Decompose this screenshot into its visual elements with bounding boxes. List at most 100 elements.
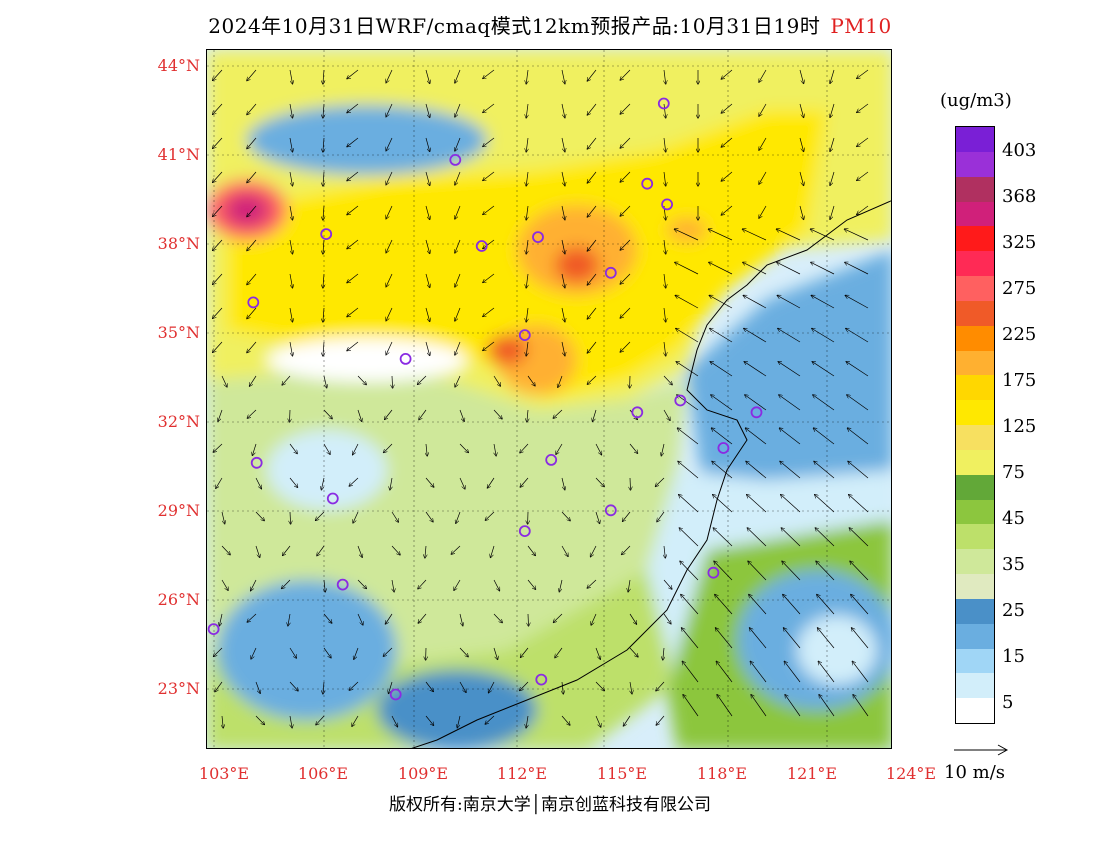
wind-arrow (289, 205, 293, 220)
wind-arrow (483, 341, 495, 351)
colorbar-label: 25 (1002, 600, 1025, 621)
wind-arrow (595, 511, 600, 524)
wind-arrow (385, 409, 393, 419)
wind-arrow (289, 103, 293, 118)
wind-arrow (664, 137, 666, 152)
wind-arrow (526, 171, 528, 186)
city-marker (336, 578, 349, 591)
wind-arrow (347, 273, 359, 283)
wind-arrow (216, 477, 223, 488)
wind-arrow (664, 341, 666, 356)
wind-arrow (750, 661, 767, 683)
wind-arrow (483, 307, 495, 317)
wind-arrow (419, 409, 427, 420)
wind-arrow (845, 295, 869, 309)
city-marker (320, 228, 333, 241)
wind-arrow (323, 205, 324, 220)
wind-arrow (455, 171, 461, 185)
wind-arrow (814, 461, 835, 479)
wind-arrow (247, 273, 257, 285)
wind-arrow (425, 307, 430, 322)
wind-arrow (219, 613, 223, 626)
city-marker (389, 688, 402, 701)
colorbar-label: 75 (1002, 462, 1025, 483)
wind-arrow (713, 528, 733, 547)
wind-arrow (587, 273, 597, 285)
wind-arrow (485, 715, 495, 724)
wind-arrow (561, 273, 565, 288)
wind-arrow (853, 695, 869, 717)
wind-arrow (799, 69, 804, 84)
city-marker (250, 456, 263, 469)
wind-arrow (386, 103, 393, 117)
wind-arrow (710, 329, 733, 343)
wind-arrow (711, 395, 733, 411)
city-marker (532, 231, 544, 244)
colorbar-label: 325 (1002, 232, 1037, 253)
lon-label: 106°E (297, 764, 349, 783)
wind-arrow (425, 205, 430, 220)
wind-arrow (587, 239, 597, 251)
wind-arrow (347, 239, 359, 249)
colorbar-label: 125 (1002, 416, 1037, 437)
wind-arrow (620, 171, 631, 182)
wind-arrow (711, 428, 733, 445)
wind-arrow (357, 579, 366, 589)
colorbar-segment (956, 226, 994, 252)
wind-arrow (713, 495, 733, 513)
wind-arrow (392, 579, 394, 592)
wind-arrow (527, 409, 528, 422)
wind-arrow (323, 307, 324, 322)
wind-arrow (418, 375, 427, 384)
wind-arrow (714, 561, 733, 581)
wind-arrow (323, 273, 324, 288)
wind-arrow (857, 171, 869, 180)
colorbar-segment (956, 176, 994, 202)
wind-arrow (213, 307, 223, 318)
wind-arrow (744, 362, 767, 377)
wind-arrow (676, 362, 699, 377)
wind-arrow (777, 262, 801, 275)
colorbar-unit: (ug/m3) (940, 90, 1012, 111)
wind-arrow (213, 103, 223, 114)
wind-arrow (587, 103, 597, 115)
wind-arrow (561, 307, 565, 322)
wind-arrow (744, 329, 767, 343)
wind-arrow (483, 103, 495, 113)
wind-arrow (354, 647, 359, 659)
wind-arrow (455, 137, 461, 151)
colorbar-label: 403 (1002, 140, 1037, 161)
wind-arrow (721, 69, 733, 79)
wind-arrow (745, 428, 767, 445)
wind-arrow (289, 341, 293, 356)
city-marker (661, 198, 674, 211)
wind-arrow (425, 273, 430, 288)
wind-arrow (386, 239, 393, 253)
lon-label: 118°E (696, 764, 748, 783)
wind-arrow (455, 307, 461, 321)
wind-arrow (459, 613, 463, 626)
wind-arrow (459, 443, 468, 453)
wind-arrow (857, 69, 869, 78)
wind-arrow (623, 511, 631, 521)
wind-arrow (290, 715, 292, 728)
wind-arrow (418, 613, 427, 623)
wind-arrow (459, 681, 466, 692)
wind-arrow (455, 69, 461, 83)
wind-arrow (721, 137, 733, 147)
wind-arrow (456, 511, 461, 523)
wind-arrow (709, 262, 733, 275)
wind-arrow (656, 681, 665, 691)
wind-arrow (595, 443, 602, 455)
wind-arrow (247, 341, 257, 353)
wind-arrow (620, 103, 631, 114)
wind-arrow (587, 137, 597, 149)
wind-arrow (830, 171, 835, 185)
colorbar-segment (956, 474, 994, 500)
wind-arrow (561, 715, 570, 725)
wind-arrow (213, 239, 223, 250)
wind-arrow (830, 137, 835, 151)
wind-arrow (221, 375, 227, 387)
wind-arrow (587, 341, 597, 353)
wind-arrow (215, 681, 223, 692)
